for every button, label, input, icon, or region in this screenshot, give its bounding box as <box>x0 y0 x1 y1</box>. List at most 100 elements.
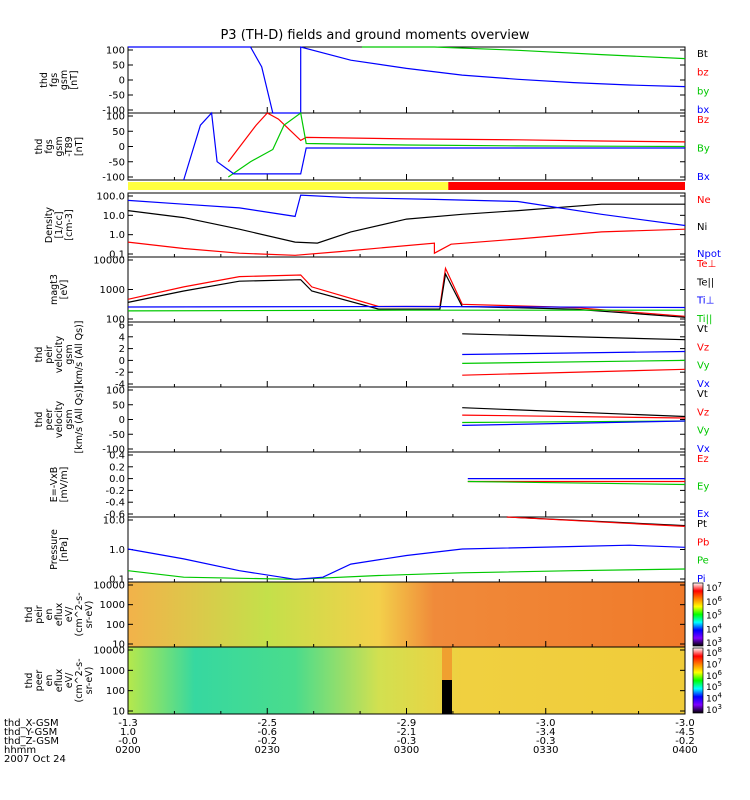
spectrogram-gap <box>442 647 452 680</box>
y-axis-label: eflux <box>54 602 65 626</box>
y-axis-label: thd <box>24 607 35 623</box>
series-line <box>227 111 686 178</box>
footer-row-label: thd_X-GSM <box>4 718 59 729</box>
y-axis-label: en <box>44 609 55 621</box>
legend-entry: Pb <box>697 537 709 548</box>
legend-entry: Vt <box>697 389 708 400</box>
y-tick-label: 10 <box>112 640 125 651</box>
series-line <box>127 544 686 580</box>
legend-entry: Vt <box>697 324 708 335</box>
legend-entry: Pi <box>697 574 706 585</box>
panel-frame <box>127 192 686 258</box>
y-tick-label: 10.0 <box>103 211 125 222</box>
legend-entry: Ne <box>697 195 711 206</box>
y-axis-label: gsm <box>54 136 65 156</box>
y-tick-label: -50 <box>109 91 125 102</box>
panel-frame <box>127 46 686 114</box>
legend-entry: Te⊥ <box>696 259 716 270</box>
y-axis-label: eflux <box>54 668 65 692</box>
y-axis-label: gsm <box>59 70 70 90</box>
y-axis-label: [nPa] <box>59 537 70 562</box>
legend-entry: Ti⊥ <box>696 296 714 307</box>
legend-entry: Ti|| <box>696 314 712 325</box>
panel-frame <box>127 516 686 583</box>
footer-value: -3.0 <box>675 718 695 729</box>
y-tick-label: -50 <box>109 157 125 168</box>
series-line <box>361 46 686 60</box>
footer-value: -3.4 <box>536 727 556 738</box>
legend-entry: Vy <box>697 426 710 437</box>
y-axis-label: (cm^2-s- <box>74 593 85 637</box>
y-axis-label: eV/ <box>64 672 75 688</box>
legend-entry: Ey <box>697 482 709 493</box>
series-line <box>462 359 686 364</box>
series-line <box>127 305 686 309</box>
footer-row-label: thd_Z-GSM <box>4 736 59 747</box>
y-axis-label: -T89 <box>64 136 75 156</box>
series-line <box>127 568 686 580</box>
legend-entry: Ez <box>697 454 709 465</box>
footer-value: -2.9 <box>397 718 417 729</box>
series-line <box>467 480 686 486</box>
y-tick-label: 50 <box>112 400 125 411</box>
spectrogram-image <box>128 582 685 647</box>
y-tick-label: 100.0 <box>96 192 125 203</box>
y-axis-label: [km/s (All Qs)] <box>74 321 85 389</box>
series-line <box>462 414 686 419</box>
y-tick-label: 50 <box>112 61 125 72</box>
footer-row-label: hhmm <box>4 745 36 756</box>
y-axis-label: thd <box>39 72 50 88</box>
panel-frame <box>127 321 686 388</box>
y-tick-label: 0.2 <box>109 462 125 473</box>
y-tick-label: 10000 <box>93 646 125 657</box>
footer-value: 1.0 <box>120 727 136 738</box>
legend-entry: Ni <box>697 222 707 233</box>
panel-frame <box>127 451 686 518</box>
legend-entry: Bz <box>697 115 709 126</box>
footer-value: 0300 <box>394 745 419 756</box>
y-tick-label: -50 <box>109 430 125 441</box>
footer-value: -4.5 <box>675 727 695 738</box>
y-axis-label: fgs <box>44 139 55 153</box>
legend-entry: Te|| <box>696 277 714 288</box>
series-line <box>127 203 685 244</box>
legend-entry: Bt <box>697 49 708 60</box>
y-tick-label: 4 <box>119 332 125 343</box>
y-axis-label: peer <box>44 409 55 431</box>
footer-value: -0.3 <box>397 736 417 747</box>
y-tick-label: 6 <box>119 321 125 332</box>
footer-value: -2.1 <box>397 727 417 738</box>
legend-entry: Vx <box>697 444 710 455</box>
y-axis-label: Density <box>44 207 55 243</box>
y-axis-label: [nT] <box>69 70 80 89</box>
y-tick-label: -100 <box>102 106 125 117</box>
y-tick-label: 10000 <box>93 256 125 267</box>
footer-row-label: thd_Y-GSM <box>4 727 57 738</box>
series-line <box>127 309 685 312</box>
legend-entry: Pe <box>697 556 709 567</box>
series-line <box>127 194 686 227</box>
footer-value: 0200 <box>115 745 140 756</box>
y-axis-label: thd <box>34 347 45 363</box>
legend-entry: Vy <box>697 361 710 372</box>
y-axis-label: thd <box>34 412 45 428</box>
series-line <box>127 228 686 256</box>
y-tick-label: 1000 <box>100 666 125 677</box>
y-axis-label: (cm^2-s- <box>74 659 85 703</box>
y-tick-label: -2 <box>115 368 125 379</box>
colorbar-tick-label: 106 <box>706 595 722 608</box>
y-tick-label: 0.1 <box>109 250 125 261</box>
y-tick-label: -0.2 <box>105 486 125 497</box>
series-line <box>227 112 686 163</box>
mode-bar-segment <box>128 182 449 190</box>
y-tick-label: 1.0 <box>109 230 125 241</box>
y-tick-label: 10 <box>112 707 125 718</box>
y-tick-label: 0.1 <box>109 575 125 586</box>
footer-value: -2.5 <box>257 718 277 729</box>
legend-entry: Pt <box>697 519 707 530</box>
legend-entry: Vz <box>697 407 709 418</box>
y-axis-label: [eV] <box>59 280 70 300</box>
y-tick-label: 0.4 <box>109 451 125 462</box>
footer-value: -0.2 <box>257 736 277 747</box>
legend-entry: bx <box>697 105 709 116</box>
